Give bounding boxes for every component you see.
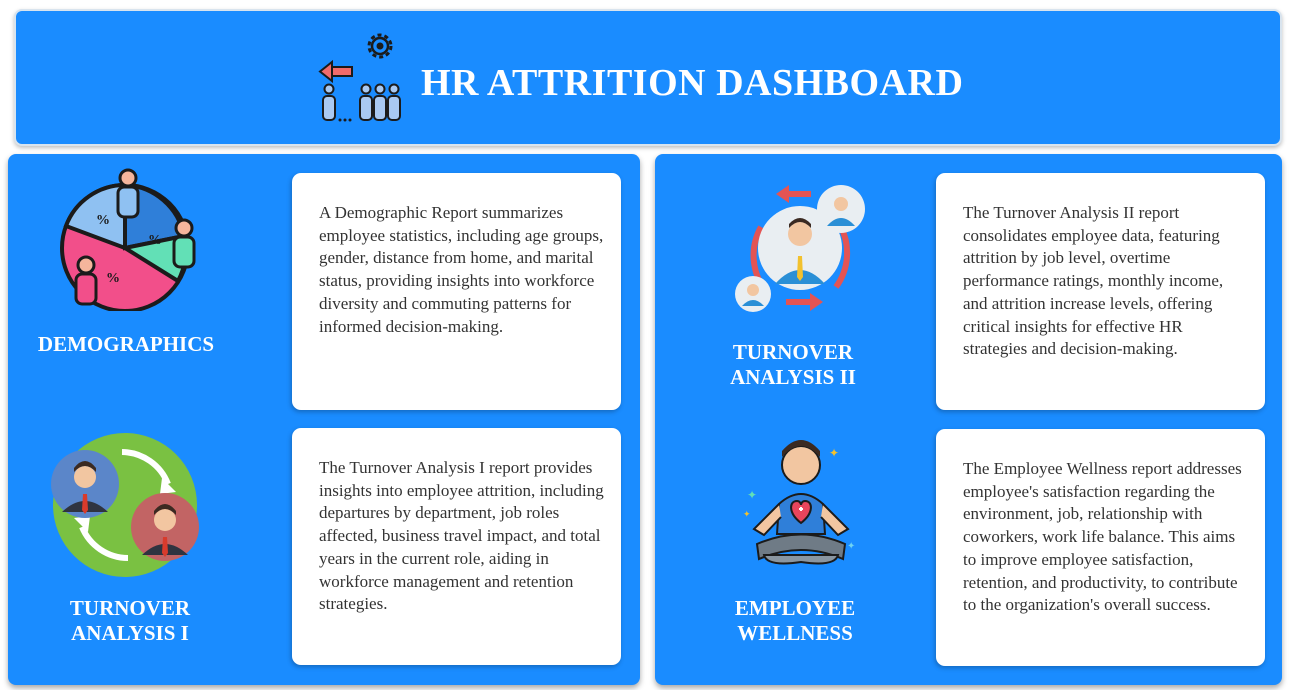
turnover-2-card: The Turnover Analysis II report consolid…: [936, 173, 1265, 410]
wellness-title: EMPLOYEE WELLNESS: [685, 596, 905, 646]
left-panel: % % % DEMOGRAPHICS A Demographic Report …: [8, 154, 640, 685]
svg-text:✦: ✦: [747, 488, 757, 502]
turnover-cycle-icon: [51, 433, 199, 577]
turnover-1-title-line1: TURNOVER: [69, 596, 191, 620]
turnover-1-title-line2: ANALYSIS I: [71, 621, 189, 645]
demographics-card: A Demographic Report summarizes employee…: [292, 173, 621, 410]
demographics-title: DEMOGRAPHICS: [37, 332, 215, 356]
svg-text:✦: ✦: [847, 541, 855, 552]
right-panel: TURNOVER ANALYSIS II The Turnover Analys…: [655, 154, 1282, 685]
turnover-1-description: The Turnover Analysis I report provides …: [319, 458, 604, 614]
svg-text:%: %: [96, 213, 110, 228]
job-level-cycle-icon: [735, 185, 865, 312]
turnover-2-title-line1: TURNOVER: [732, 340, 854, 364]
wellness-meditation-icon: ✦ ✦ ✦ ✦: [743, 440, 855, 565]
page-title: HR ATTRITION DASHBOARD: [421, 62, 964, 104]
demographics-pie-icon: % % %: [60, 168, 196, 311]
svg-text:✦: ✦: [829, 446, 839, 460]
turnover-1-title: TURNOVER ANALYSIS I: [20, 596, 240, 646]
wellness-title-line2: WELLNESS: [737, 621, 853, 645]
svg-text:%: %: [106, 271, 120, 286]
turnover-2-title-line2: ANALYSIS II: [730, 365, 856, 389]
wellness-title-line1: EMPLOYEE: [734, 596, 856, 620]
turnover-2-description: The Turnover Analysis II report consolid…: [963, 203, 1224, 359]
turnover-2-title: TURNOVER ANALYSIS II: [683, 340, 903, 390]
wellness-card: The Employee Wellness report addresses e…: [936, 429, 1265, 666]
svg-text:✦: ✦: [743, 509, 751, 519]
wellness-description: The Employee Wellness report addresses e…: [963, 459, 1242, 615]
dashboard-header: HR ATTRITION DASHBOARD: [14, 9, 1282, 146]
turnover-1-card: The Turnover Analysis I report provides …: [292, 428, 621, 665]
attrition-icon: [318, 33, 401, 122]
demographics-description: A Demographic Report summarizes employee…: [319, 203, 604, 336]
svg-text:%: %: [148, 233, 162, 248]
